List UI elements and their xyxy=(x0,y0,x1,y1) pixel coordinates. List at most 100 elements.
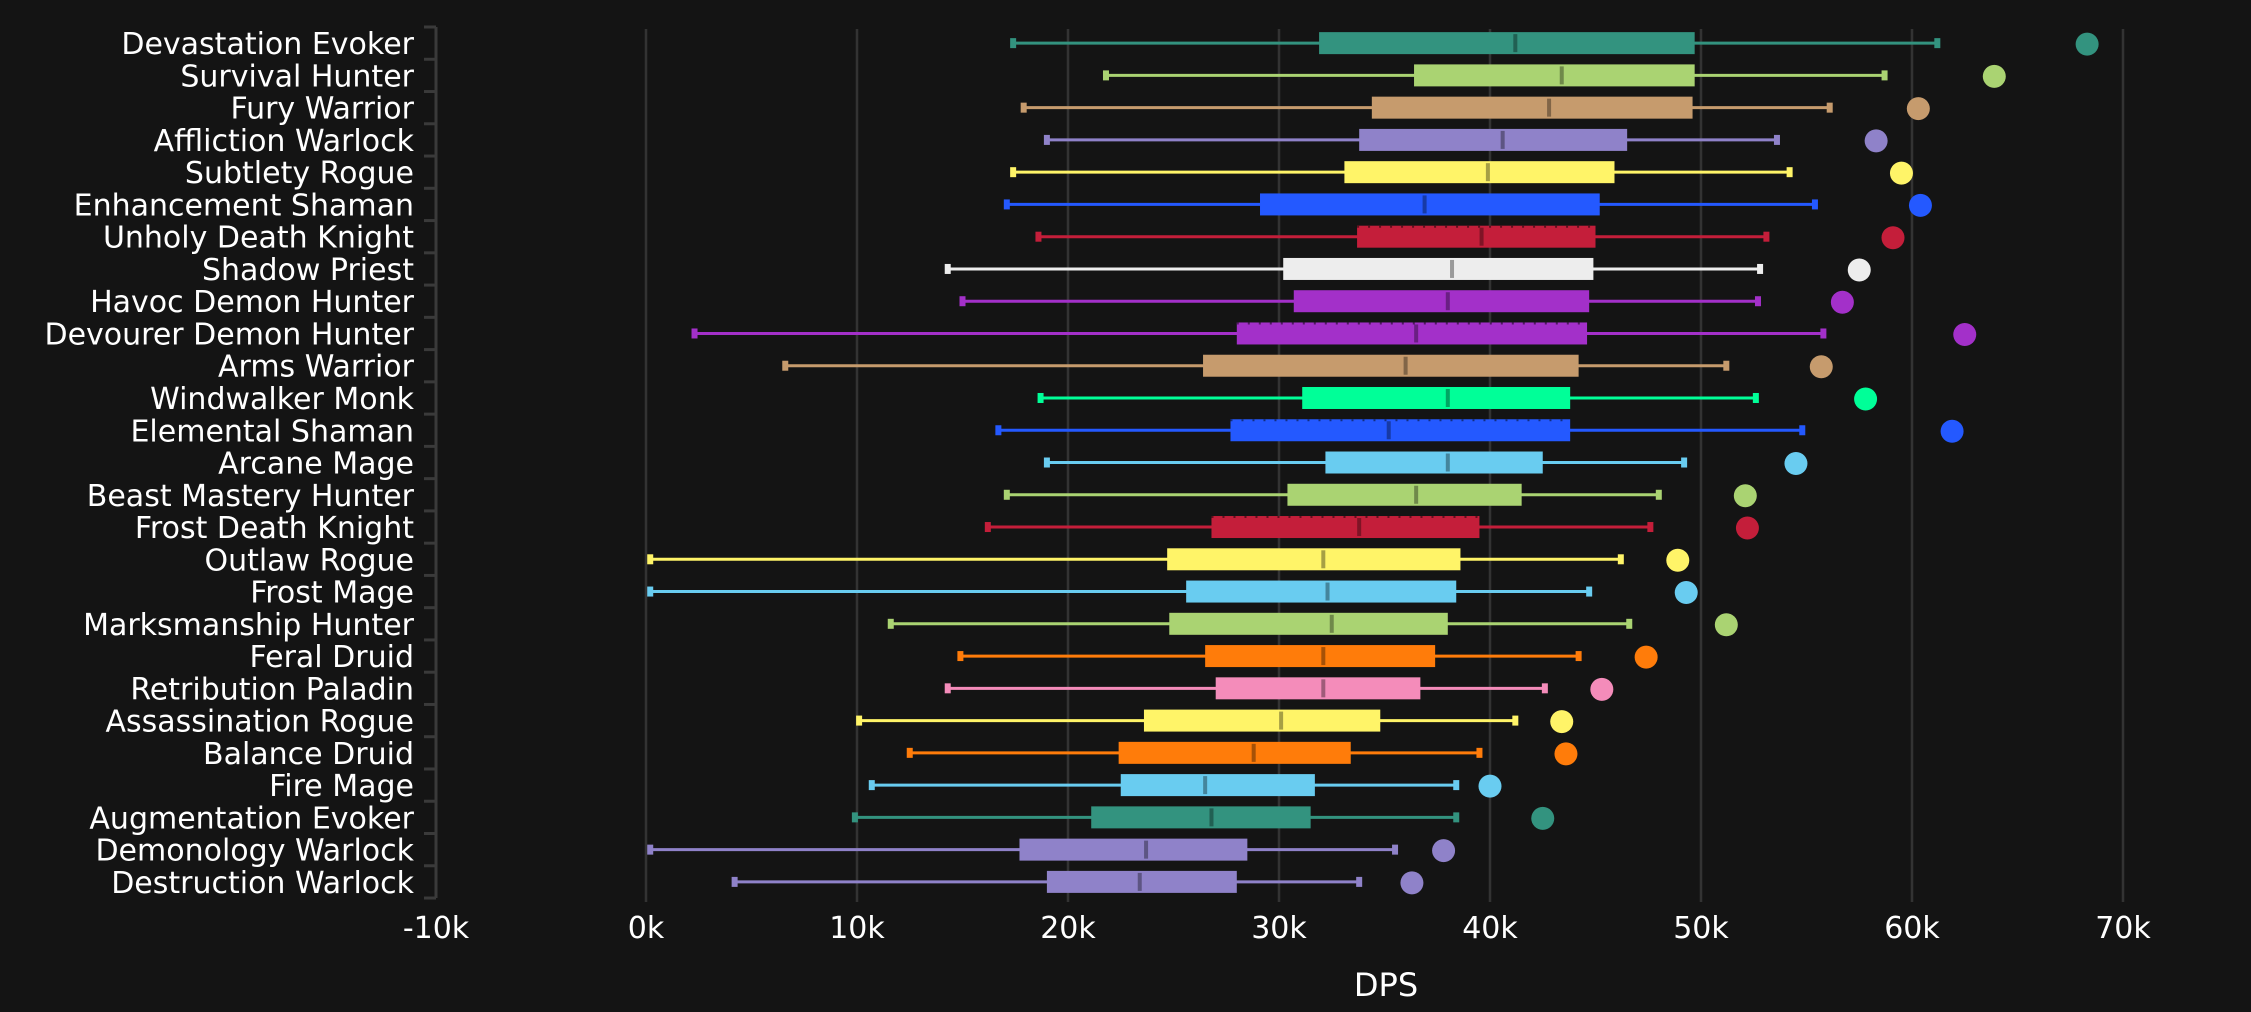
box-row xyxy=(1010,32,2099,56)
max-point xyxy=(1432,839,1456,863)
x-tick-label: 20k xyxy=(1040,911,1096,946)
median-line xyxy=(1445,388,1450,407)
max-point xyxy=(1889,161,1913,185)
category-label: Outlaw Rogue xyxy=(204,543,414,578)
box-row xyxy=(959,290,1854,314)
max-point xyxy=(1847,258,1871,282)
whisker-cap-low xyxy=(647,554,654,565)
whisker-cap-high xyxy=(1647,522,1654,533)
box-row xyxy=(1043,451,1808,476)
iqr-box xyxy=(1167,548,1461,571)
box-row xyxy=(1010,161,1913,185)
iqr-box xyxy=(1283,257,1594,280)
category-label: Fire Mage xyxy=(269,769,414,804)
median-line xyxy=(1251,743,1256,762)
category-label: Unholy Death Knight xyxy=(103,221,414,256)
median-line xyxy=(1403,356,1408,375)
whisker-cap-high xyxy=(1754,296,1761,307)
box-row xyxy=(944,257,1871,282)
category-label: Survival Hunter xyxy=(180,59,414,94)
category-label: Frost Mage xyxy=(250,576,414,611)
category-label: Marksmanship Hunter xyxy=(83,608,415,643)
box-row xyxy=(887,612,1738,637)
iqr-box xyxy=(1357,225,1596,248)
box-row xyxy=(868,774,1502,798)
whisker-cap-low xyxy=(984,522,991,533)
max-point xyxy=(1953,322,1977,346)
iqr-box xyxy=(1293,290,1590,313)
iqr-box xyxy=(1302,386,1571,409)
whisker-cap-low xyxy=(944,683,951,694)
box-row xyxy=(995,419,1964,443)
median-line xyxy=(1321,550,1326,569)
category-label: Enhancement Shaman xyxy=(74,188,414,223)
whisker-cap-high xyxy=(1575,651,1582,662)
median-line xyxy=(1445,292,1450,311)
median-line xyxy=(1500,130,1505,149)
box-row xyxy=(906,741,1578,766)
category-label: Fury Warrior xyxy=(230,92,414,127)
box-row xyxy=(1035,225,1905,250)
iqr-box xyxy=(1019,838,1248,861)
whisker-cap-high xyxy=(1586,586,1593,597)
category-label: Subtlety Rogue xyxy=(185,156,414,191)
median-line xyxy=(1144,840,1149,859)
gridlines xyxy=(644,29,2125,902)
iqr-box xyxy=(1414,64,1695,87)
median-line xyxy=(1209,808,1214,827)
iqr-box xyxy=(1091,806,1311,829)
whisker-cap-high xyxy=(1541,683,1548,694)
category-label: Shadow Priest xyxy=(202,253,414,288)
median-line xyxy=(1485,163,1490,182)
x-tick-label: 60k xyxy=(1884,911,1940,946)
iqr-box xyxy=(1120,774,1315,797)
category-label: Beast Mastery Hunter xyxy=(87,479,415,514)
max-point xyxy=(1634,645,1658,669)
box-row xyxy=(647,548,1690,572)
max-point xyxy=(1590,677,1614,701)
category-label: Affliction Warlock xyxy=(154,124,415,159)
whisker-cap-high xyxy=(1881,70,1888,81)
whisker-cap-high xyxy=(1763,231,1770,242)
whisker-cap-high xyxy=(1811,199,1818,210)
max-point xyxy=(1478,774,1502,798)
max-point xyxy=(1550,710,1574,734)
max-point xyxy=(1400,871,1424,895)
whisker-cap-low xyxy=(868,780,875,791)
whisker-cap-high xyxy=(1453,780,1460,791)
category-label: Arms Warrior xyxy=(218,350,415,385)
whisker-cap-low xyxy=(944,263,951,274)
box-row xyxy=(1020,96,1930,121)
median-line xyxy=(1422,195,1427,214)
whisker-cap-low xyxy=(782,360,789,371)
whisker-cap-high xyxy=(1757,263,1764,274)
whisker-cap-low xyxy=(1003,489,1010,500)
median-line xyxy=(1445,453,1450,472)
median-line xyxy=(1357,518,1362,537)
box-row xyxy=(647,838,1456,863)
category-label: Retribution Paladin xyxy=(130,672,414,707)
median-line xyxy=(1414,324,1419,343)
whisker-cap-high xyxy=(1453,812,1460,823)
median-line xyxy=(1329,614,1334,633)
category-label: Assassination Rogue xyxy=(105,705,414,740)
whisker-cap-low xyxy=(647,844,654,855)
box-row xyxy=(851,806,1555,830)
box-row xyxy=(1003,193,1932,217)
median-line xyxy=(1513,34,1518,53)
x-tick-label: -10k xyxy=(403,911,470,946)
category-label: Frost Death Knight xyxy=(135,511,414,546)
whisker-cap-low xyxy=(1010,38,1017,49)
whisker-cap-high xyxy=(1512,715,1519,726)
whisker-cap-low xyxy=(1037,392,1044,403)
category-label: Demonology Warlock xyxy=(95,834,414,869)
max-point xyxy=(1784,452,1808,476)
max-point xyxy=(1674,581,1698,605)
max-point xyxy=(1735,516,1759,540)
whisker-cap-high xyxy=(1799,425,1806,436)
iqr-box xyxy=(1230,419,1571,442)
box-row xyxy=(782,354,1833,379)
iqr-box xyxy=(1325,451,1543,474)
whisker-cap-high xyxy=(1786,167,1793,178)
median-line xyxy=(1325,582,1330,601)
